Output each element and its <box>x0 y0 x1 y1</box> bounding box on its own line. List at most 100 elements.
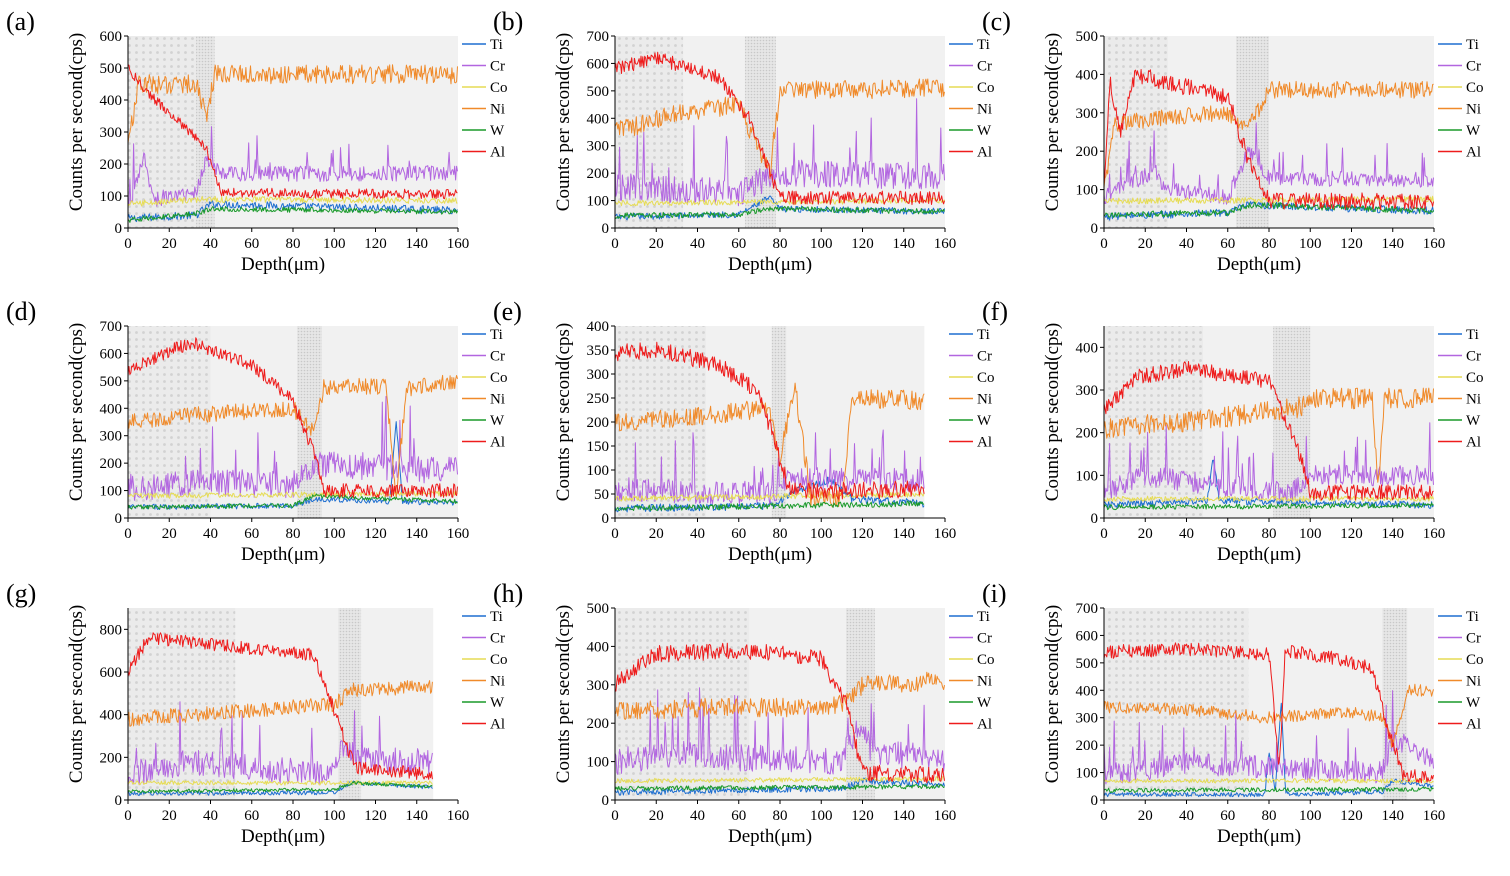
series-line-ni <box>1103 683 1434 748</box>
legend-label-al: Al <box>1466 145 1481 161</box>
series-line-al <box>1103 642 1434 784</box>
y-tick-label: 100 <box>587 194 610 210</box>
x-tick-label: 40 <box>203 236 218 252</box>
x-tick-label: 120 <box>851 808 874 824</box>
y-tick-label: 100 <box>100 189 123 205</box>
x-tick-label: 20 <box>649 808 664 824</box>
panel-label: (c) <box>982 7 1011 36</box>
legend-label-ni: Ni <box>977 392 992 408</box>
panel-label: (e) <box>493 297 522 326</box>
series-line-co <box>1103 495 1434 502</box>
y-tick-label: 300 <box>587 139 610 155</box>
series-line-ti <box>1103 201 1434 221</box>
legend-label-al: Al <box>977 435 992 451</box>
x-tick-label: 160 <box>1423 808 1446 824</box>
x-axis-title: Depth(μm) <box>1217 254 1301 275</box>
x-axis-title: Depth(μm) <box>1217 544 1301 565</box>
x-tick-label: 160 <box>1423 236 1446 252</box>
series-line-w <box>127 780 433 794</box>
y-tick-label: 400 <box>1076 67 1099 83</box>
panel-label: (h) <box>493 579 523 608</box>
series-line-al <box>127 64 458 200</box>
x-tick-label: 0 <box>1100 236 1108 252</box>
x-tick-label: 0 <box>1100 526 1108 542</box>
y-tick-label: 400 <box>587 319 610 335</box>
x-tick-label: 40 <box>203 526 218 542</box>
x-tick-label: 40 <box>203 808 218 824</box>
y-tick-label: 400 <box>1076 340 1099 356</box>
y-tick-label: 100 <box>100 484 123 500</box>
panel-label: (i) <box>982 579 1007 608</box>
y-tick-label: 300 <box>1076 711 1099 727</box>
series-line-ni <box>1103 80 1434 188</box>
series-line-cr <box>127 701 433 787</box>
x-tick-label: 40 <box>690 236 705 252</box>
legend-label-co: Co <box>1466 370 1484 386</box>
x-tick-label: 160 <box>447 526 470 542</box>
legend-label-w: W <box>977 413 992 429</box>
y-tick-label: 400 <box>587 639 610 655</box>
x-tick-label: 60 <box>244 808 259 824</box>
x-tick-label: 60 <box>1220 236 1235 252</box>
legend-label-w: W <box>977 695 992 711</box>
panel-label: (a) <box>6 7 35 36</box>
legend-label-ni: Ni <box>977 674 992 690</box>
y-tick-label: 100 <box>587 755 610 771</box>
y-tick-label: 350 <box>587 343 610 359</box>
y-axis-title: Counts per second(cps) <box>1042 323 1063 501</box>
y-tick-label: 100 <box>587 463 610 479</box>
legend-label-cr: Cr <box>977 349 992 365</box>
x-tick-label: 160 <box>934 808 957 824</box>
y-tick-label: 0 <box>1091 511 1099 527</box>
y-tick-label: 600 <box>100 29 123 45</box>
series-line-w <box>614 783 945 791</box>
chart-panel-h: 0 20 40 60 80 100 120 140 160 0 100 200 300 400 500 Dep… <box>493 579 995 847</box>
legend-label-ni: Ni <box>1466 392 1481 408</box>
y-tick-label: 200 <box>1076 426 1099 442</box>
legend-label-cr: Cr <box>977 631 992 647</box>
series-line-ni <box>1103 387 1434 483</box>
y-tick-label: 500 <box>100 61 123 77</box>
x-tick-label: 80 <box>1262 808 1277 824</box>
x-tick-label: 120 <box>1340 236 1363 252</box>
series-line-ni <box>614 78 945 180</box>
series-line-al <box>614 51 945 206</box>
series-line-co <box>127 780 433 786</box>
y-tick-label: 300 <box>587 367 610 383</box>
x-tick-label: 0 <box>124 236 132 252</box>
x-tick-label: 100 <box>1299 236 1322 252</box>
legend-label-co: Co <box>977 652 995 668</box>
x-axis-title: Depth(μm) <box>241 826 325 847</box>
series-line-cr <box>614 429 925 506</box>
legend-label-w: W <box>1466 413 1481 429</box>
y-tick-label: 200 <box>587 166 610 182</box>
legend-label-ti: Ti <box>1466 327 1479 343</box>
x-tick-label: 160 <box>447 808 470 824</box>
y-tick-label: 400 <box>100 401 123 417</box>
x-tick-label: 140 <box>1382 808 1405 824</box>
series-line-cr <box>1103 690 1434 785</box>
series-line-ti <box>1103 459 1434 509</box>
panel-label: (f) <box>982 297 1008 326</box>
x-tick-label: 120 <box>1340 526 1363 542</box>
series-line-al <box>614 341 925 500</box>
y-tick-label: 300 <box>587 678 610 694</box>
y-tick-label: 0 <box>115 221 123 237</box>
legend-label-al: Al <box>490 717 505 733</box>
x-tick-label: 140 <box>406 526 429 542</box>
x-tick-label: 0 <box>611 526 619 542</box>
chart-panel-i: 0 20 40 60 80 100 120 140 160 0 100 200 300 400 500 600… <box>982 579 1484 847</box>
y-tick-label: 0 <box>115 793 123 809</box>
y-tick-label: 500 <box>587 601 610 617</box>
y-tick-label: 600 <box>100 346 123 362</box>
legend-label-co: Co <box>490 652 508 668</box>
legend-label-al: Al <box>1466 435 1481 451</box>
x-tick-label: 100 <box>810 526 833 542</box>
series-line-al <box>1103 361 1434 501</box>
legend-label-co: Co <box>1466 652 1484 668</box>
x-tick-label: 100 <box>323 526 346 542</box>
x-tick-label: 100 <box>1299 808 1322 824</box>
legend-label-cr: Cr <box>1466 349 1481 365</box>
x-axis-title: Depth(μm) <box>728 826 812 847</box>
